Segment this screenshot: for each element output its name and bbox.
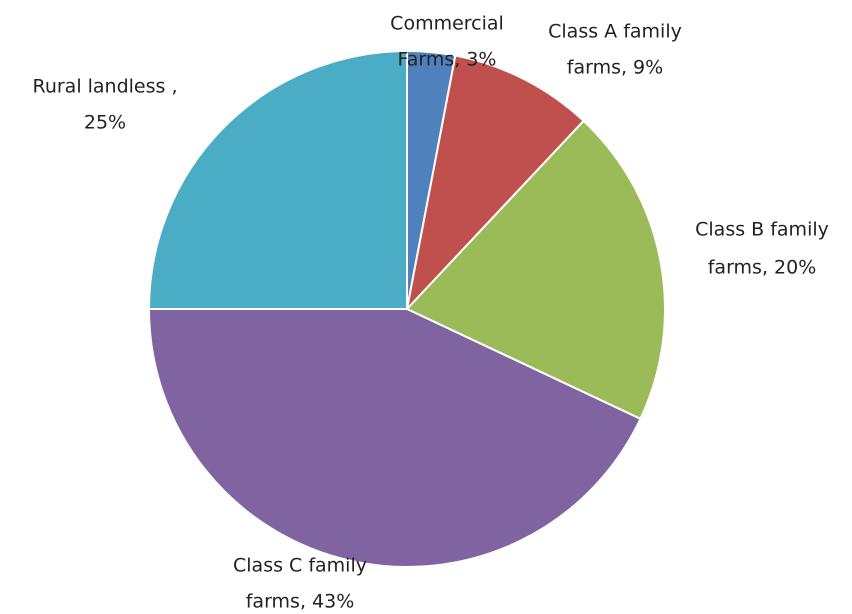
pie-slice bbox=[147, 308, 642, 568]
data-label-line: Rural landless , bbox=[32, 76, 177, 98]
data-label: Commercial Farms, 3% bbox=[390, 13, 504, 71]
pie-slice bbox=[405, 119, 666, 421]
data-label-line: farms, 20% bbox=[708, 257, 817, 279]
data-label: Class B family farms, 20% bbox=[695, 219, 829, 279]
data-label-line: Commercial bbox=[390, 13, 504, 35]
data-label-line: Class A family bbox=[548, 21, 682, 43]
data-label-line: farms, 43% bbox=[246, 591, 355, 611]
pie-slice bbox=[405, 54, 586, 313]
data-label: Rural landless , 25% bbox=[32, 76, 177, 134]
data-label-line: 25% bbox=[84, 112, 126, 134]
data-label-line: farms, 9% bbox=[567, 57, 663, 79]
data-label-line: Class B family bbox=[695, 219, 829, 241]
data-label-line: Farms, 3% bbox=[398, 49, 497, 71]
pie-slice bbox=[147, 49, 408, 310]
data-label-line: Class C family bbox=[233, 555, 367, 577]
data-label: Class A family farms, 9% bbox=[548, 21, 682, 79]
data-label: Class C family farms, 43% bbox=[233, 555, 367, 611]
